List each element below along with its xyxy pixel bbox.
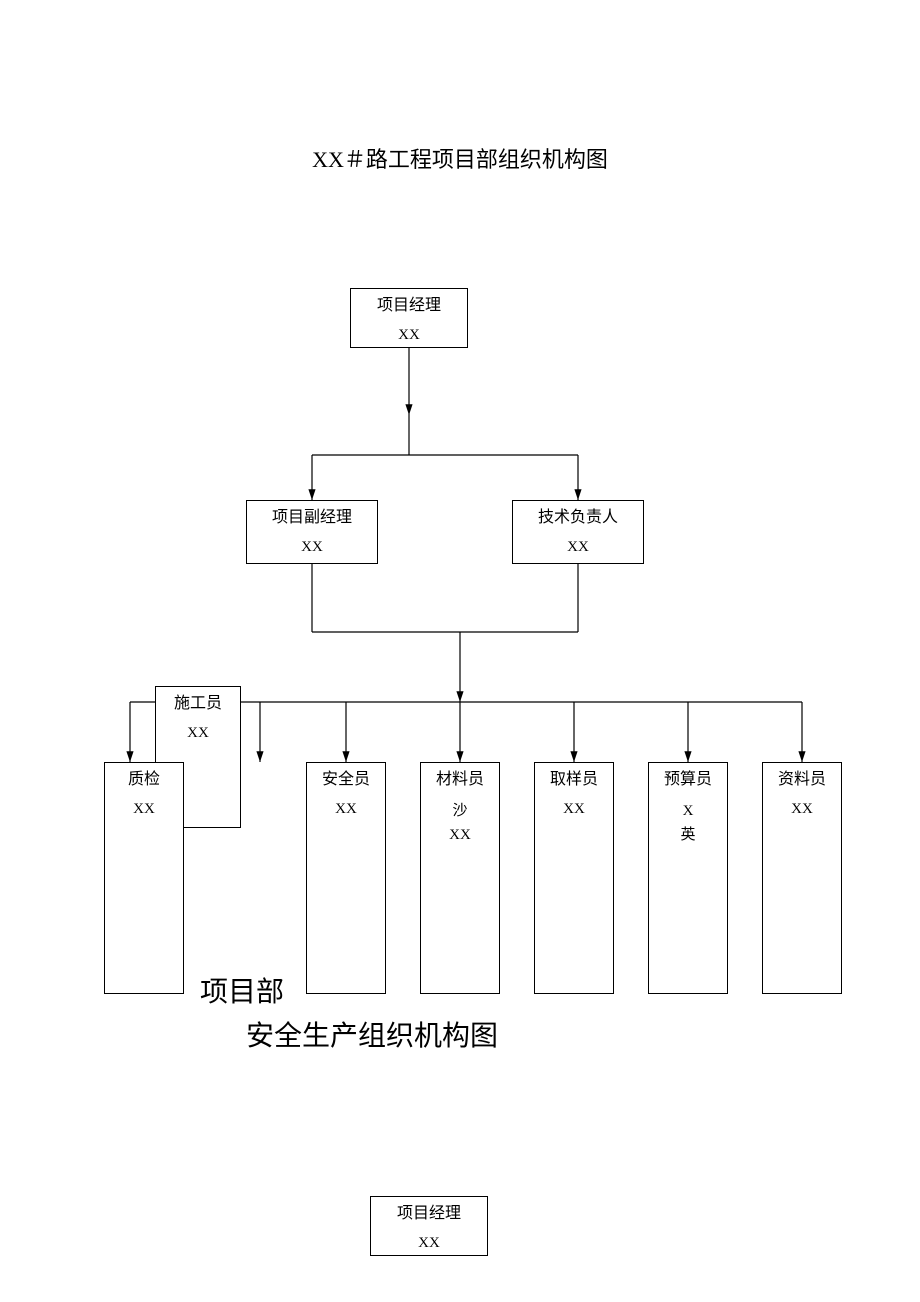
node-name: XX bbox=[398, 325, 420, 346]
node-role: 技术负责人 bbox=[538, 507, 618, 529]
node-name: XX bbox=[335, 799, 357, 820]
node-name: XX bbox=[567, 537, 589, 558]
node-name: XX bbox=[133, 799, 155, 820]
node-name: X英 bbox=[680, 799, 695, 847]
node-role: 项目经理 bbox=[377, 295, 441, 317]
node-name: XX bbox=[563, 799, 585, 820]
node-name: XX bbox=[791, 799, 813, 820]
node-role: 材料员 bbox=[436, 769, 484, 791]
subtitle-2: 安全生产组织机构图 bbox=[246, 1014, 498, 1054]
node-tech-lead: 技术负责人 XX bbox=[512, 500, 644, 564]
node-qc: 质检 XX bbox=[104, 762, 184, 994]
subtitle-1: 项目部 bbox=[200, 970, 284, 1010]
connector-lines bbox=[0, 0, 920, 1302]
node-name: 沙XX bbox=[449, 799, 471, 847]
node-project-manager: 项目经理 XX bbox=[350, 288, 468, 348]
node-role: 质检 bbox=[128, 769, 160, 791]
node-role: 项目经理 bbox=[397, 1203, 461, 1225]
node-budget: 预算员 X英 bbox=[648, 762, 728, 994]
node-name: XX bbox=[187, 723, 209, 744]
node-sample: 取样员 XX bbox=[534, 762, 614, 994]
node-name: XX bbox=[418, 1233, 440, 1254]
node-vice-project-manager: 项目副经理 XX bbox=[246, 500, 378, 564]
node-role: 施工员 bbox=[174, 693, 222, 715]
node-name: XX bbox=[301, 537, 323, 558]
node-safety: 安全员 XX bbox=[306, 762, 386, 994]
node-project-manager-2: 项目经理 XX bbox=[370, 1196, 488, 1256]
page-title: XX＃路工程项目部组织机构图 bbox=[0, 142, 920, 174]
node-role: 取样员 bbox=[550, 769, 598, 791]
node-role: 项目副经理 bbox=[272, 507, 352, 529]
node-data: 资料员 XX bbox=[762, 762, 842, 994]
node-material: 材料员 沙XX bbox=[420, 762, 500, 994]
node-role: 安全员 bbox=[322, 769, 370, 791]
node-role: 预算员 bbox=[664, 769, 712, 791]
node-role: 资料员 bbox=[778, 769, 826, 791]
